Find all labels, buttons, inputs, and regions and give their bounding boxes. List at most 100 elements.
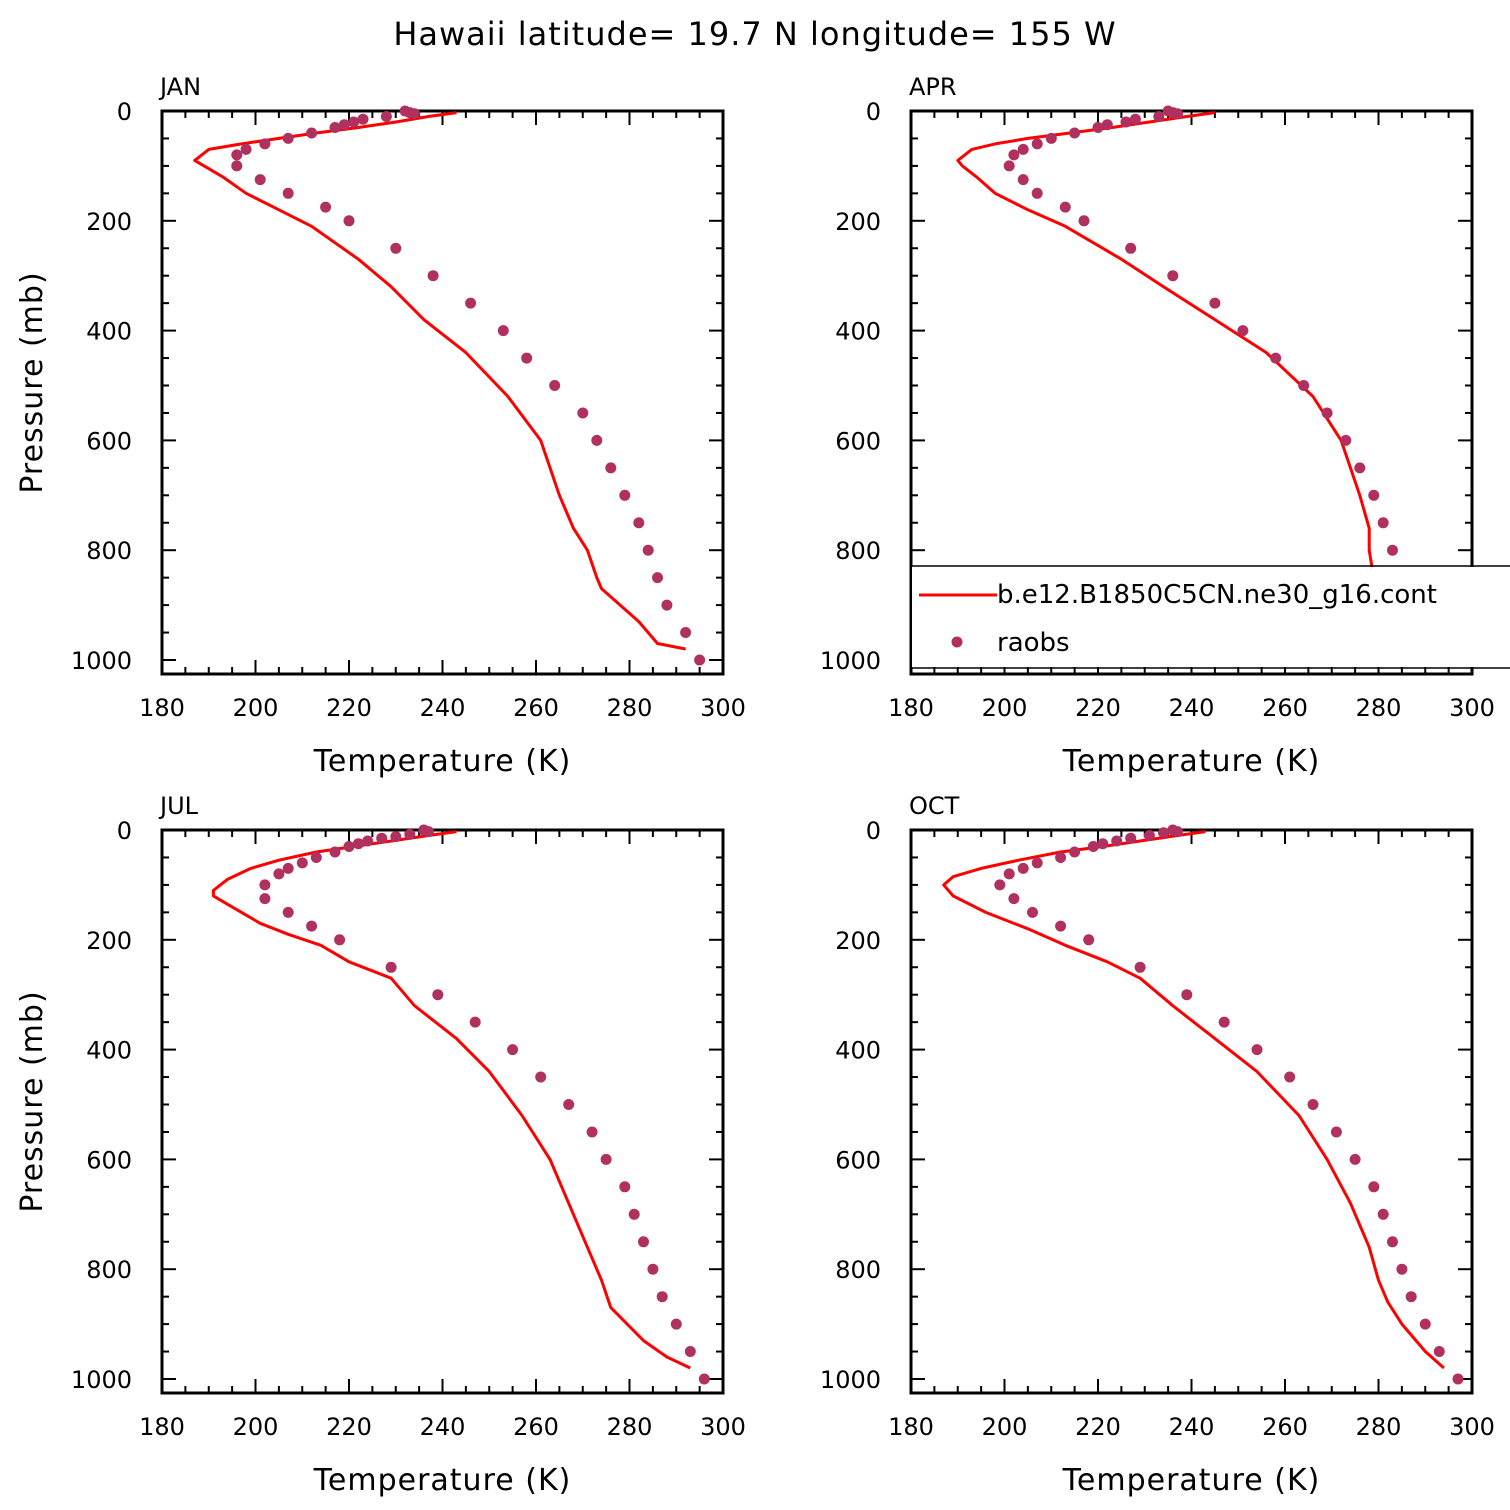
x-tick-label: 200	[982, 694, 1028, 722]
x-tick-label: 220	[326, 1413, 372, 1441]
x-tick-label: 260	[513, 694, 559, 722]
obs-point	[1209, 297, 1221, 309]
obs-point	[282, 187, 294, 199]
x-tick-label: 280	[1356, 694, 1402, 722]
obs-point	[1368, 489, 1380, 501]
y-tick-label: 800	[835, 537, 881, 565]
obs-point	[404, 828, 416, 840]
obs-point	[259, 879, 271, 891]
obs-point	[586, 1126, 598, 1138]
x-tick-label: 280	[607, 694, 653, 722]
obs-point	[343, 841, 355, 852]
obs-point	[535, 1071, 547, 1083]
obs-point	[1284, 1071, 1296, 1083]
y-tick-label: 0	[866, 817, 881, 845]
obs-point	[1387, 544, 1398, 556]
x-tick-label: 200	[982, 1413, 1028, 1441]
obs-point	[661, 599, 673, 611]
obs-point	[432, 989, 444, 1001]
x-tick-label: 260	[513, 1413, 559, 1441]
x-tick-label: 300	[700, 1413, 746, 1441]
obs-point	[1111, 835, 1123, 847]
obs-point	[1083, 934, 1095, 946]
panel-title: JAN	[158, 73, 201, 101]
obs-point	[329, 122, 341, 133]
obs-point	[1125, 832, 1137, 844]
obs-point	[1069, 846, 1081, 858]
obs-point	[1307, 1099, 1319, 1110]
panel-title: OCT	[909, 792, 960, 820]
obs-point	[357, 113, 369, 125]
obs-point	[1045, 132, 1057, 144]
obs-point	[1330, 1126, 1342, 1138]
y-tick-label: 200	[835, 927, 881, 955]
obs-point	[338, 119, 350, 131]
obs-point	[310, 852, 322, 863]
obs-point	[1172, 826, 1183, 838]
obs-point	[1134, 961, 1146, 973]
legend-model-label: b.e12.B1850C5CN.ne30_g16.cont	[997, 580, 1437, 610]
obs-point	[469, 1016, 481, 1028]
x-tick-label: 200	[233, 694, 279, 722]
obs-point	[1008, 149, 1020, 161]
obs-point	[1055, 852, 1067, 863]
obs-point	[254, 174, 266, 186]
y-tick-label: 0	[866, 98, 881, 126]
x-axis-title: Temperature (K)	[313, 744, 572, 779]
obs-point	[1321, 407, 1333, 419]
obs-point	[465, 297, 477, 309]
obs-point	[1167, 270, 1179, 282]
x-tick-label: 180	[139, 1413, 185, 1441]
obs-point	[1059, 201, 1071, 213]
x-tick-label: 280	[1356, 1413, 1402, 1441]
y-tick-label: 800	[835, 1256, 881, 1284]
x-tick-label: 220	[326, 694, 372, 722]
obs-point	[380, 111, 392, 122]
x-tick-label: 260	[1262, 1413, 1308, 1441]
obs-point	[1101, 119, 1113, 131]
obs-point	[684, 1346, 696, 1357]
obs-point	[1129, 113, 1141, 125]
obs-point	[1419, 1318, 1431, 1330]
obs-point	[1069, 127, 1081, 139]
obs-point	[1158, 827, 1169, 839]
y-tick-label: 200	[835, 208, 881, 236]
obs-point	[1396, 1263, 1408, 1275]
model-series-line	[193, 111, 686, 651]
obs-point	[1251, 1044, 1263, 1056]
obs-point	[549, 380, 561, 391]
obs-point	[1452, 1373, 1464, 1385]
x-tick-label: 300	[1449, 694, 1495, 722]
obs-point	[1405, 1291, 1417, 1303]
x-tick-label: 240	[420, 694, 466, 722]
obs-point	[427, 270, 439, 282]
obs-point	[385, 961, 397, 973]
obs-point	[577, 407, 589, 419]
obs-point	[306, 920, 318, 932]
obs-point	[348, 116, 360, 128]
y-tick-label: 0	[117, 98, 132, 126]
obs-point	[334, 934, 346, 946]
obs-point	[680, 627, 692, 638]
x-tick-label: 240	[1169, 694, 1215, 722]
obs-point	[1097, 838, 1109, 850]
obs-point	[352, 838, 364, 850]
obs-point	[1377, 517, 1389, 529]
model-series-line	[211, 830, 691, 1370]
obs-point	[343, 215, 355, 227]
obs-point	[1433, 1346, 1445, 1357]
y-tick-label: 0	[117, 817, 132, 845]
obs-point	[563, 1099, 575, 1110]
y-tick-label: 200	[86, 927, 132, 955]
x-tick-label: 180	[888, 694, 934, 722]
legend-obs-swatch	[951, 636, 963, 648]
obs-point	[296, 857, 308, 869]
obs-point	[282, 906, 294, 918]
obs-point	[273, 868, 285, 880]
obs-point	[1078, 215, 1090, 227]
y-tick-label: 800	[86, 537, 132, 565]
obs-point	[670, 1318, 682, 1330]
obs-point	[698, 1373, 710, 1385]
x-axis-title: Temperature (K)	[313, 1463, 572, 1498]
